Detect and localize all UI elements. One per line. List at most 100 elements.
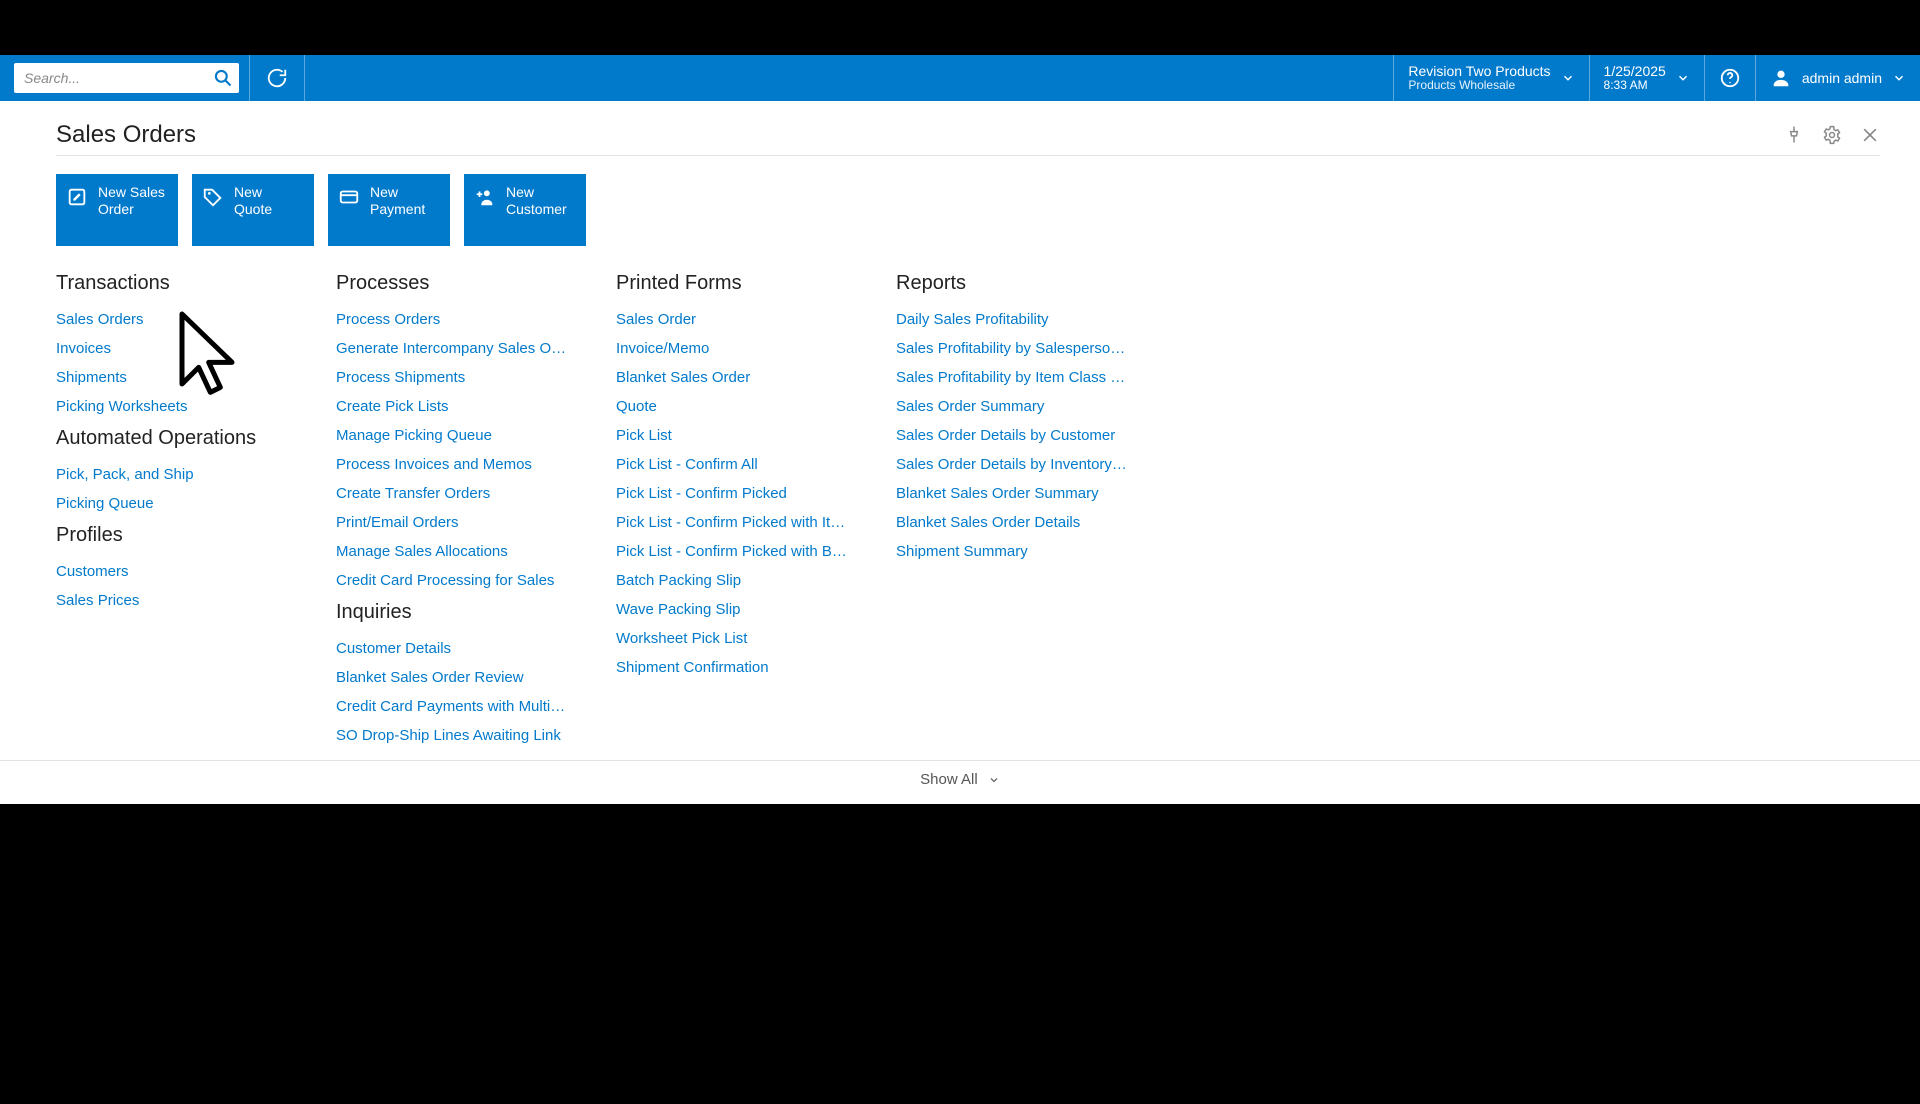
nav-link[interactable]: Sales Prices — [56, 586, 316, 615]
link-group: Process OrdersGenerate Intercompany Sale… — [336, 305, 596, 595]
nav-link[interactable]: Blanket Sales Order Review — [336, 663, 596, 692]
help-icon — [1719, 67, 1741, 89]
nav-link[interactable]: Sales Order Summary — [896, 392, 1156, 421]
user-menu[interactable]: admin admin — [1756, 55, 1920, 101]
nav-link[interactable]: Shipment Summary — [896, 537, 1156, 566]
nav-link[interactable]: Process Shipments — [336, 363, 596, 392]
help-button[interactable] — [1705, 55, 1755, 101]
nav-link[interactable]: Sales Order Details by Inventory… — [896, 450, 1156, 479]
nav-link[interactable]: Generate Intercompany Sales O… — [336, 334, 596, 363]
tile-label: New Payment — [370, 184, 425, 218]
group-heading: Inquiries — [336, 601, 596, 624]
time-label: 8:33 AM — [1604, 79, 1666, 93]
nav-link[interactable]: Process Invoices and Memos — [336, 450, 596, 479]
tile-label: New Sales Order — [98, 184, 165, 218]
nav-link[interactable]: Sales Profitability by Item Class … — [896, 363, 1156, 392]
close-icon[interactable] — [1860, 125, 1880, 145]
search-icon[interactable] — [213, 68, 233, 88]
nav-link[interactable]: Blanket Sales Order Summary — [896, 479, 1156, 508]
nav-link[interactable]: Pick List - Confirm Picked — [616, 479, 876, 508]
nav-link[interactable]: Invoices — [56, 334, 316, 363]
link-group: Sales OrdersInvoicesShipmentsPicking Wor… — [56, 305, 316, 421]
group-heading: Profiles — [56, 524, 316, 547]
nav-link[interactable]: Manage Sales Allocations — [336, 537, 596, 566]
nav-link[interactable]: Blanket Sales Order Details — [896, 508, 1156, 537]
nav-link[interactable]: Quote — [616, 392, 876, 421]
nav-link[interactable]: Sales Order Details by Customer — [896, 421, 1156, 450]
refresh-button[interactable] — [250, 55, 304, 101]
link-group: Customer DetailsBlanket Sales Order Revi… — [336, 634, 596, 750]
nav-link[interactable]: Pick List - Confirm All — [616, 450, 876, 479]
columns: TransactionsSales OrdersInvoicesShipment… — [56, 266, 1880, 750]
nav-link[interactable]: Sales Orders — [56, 305, 316, 334]
nav-link[interactable]: Invoice/Memo — [616, 334, 876, 363]
tile-card[interactable]: New Payment — [328, 174, 450, 246]
tenant-line2: Products Wholesale — [1408, 79, 1550, 93]
business-date-selector[interactable]: 1/25/2025 8:33 AM — [1590, 55, 1704, 101]
nav-link[interactable]: Customer Details — [336, 634, 596, 663]
link-group: Sales OrderInvoice/MemoBlanket Sales Ord… — [616, 305, 876, 682]
letterbox-bottom — [0, 804, 1920, 1104]
topbar: Revision Two Products Products Wholesale… — [0, 55, 1920, 101]
nav-link[interactable]: Manage Picking Queue — [336, 421, 596, 450]
page-actions — [1784, 125, 1880, 145]
group-heading: Reports — [896, 272, 1156, 295]
chevron-down-icon — [1676, 71, 1690, 85]
nav-link[interactable]: SO Drop-Ship Lines Awaiting Link — [336, 721, 596, 750]
tenant-selector[interactable]: Revision Two Products Products Wholesale — [1394, 55, 1588, 101]
topbar-spacer — [305, 55, 1393, 101]
chevron-down-icon — [988, 774, 1000, 786]
tile-user-plus[interactable]: New Customer — [464, 174, 586, 246]
search-input[interactable] — [14, 63, 239, 93]
pin-icon[interactable] — [1784, 125, 1804, 145]
nav-link[interactable]: Create Transfer Orders — [336, 479, 596, 508]
nav-link[interactable]: Picking Worksheets — [56, 392, 316, 421]
user-name: admin admin — [1802, 70, 1882, 86]
column-4: ReportsDaily Sales ProfitabilitySales Pr… — [896, 266, 1156, 750]
tag-icon — [202, 186, 224, 208]
nav-link[interactable]: Picking Queue — [56, 489, 316, 518]
column-2: ProcessesProcess OrdersGenerate Intercom… — [336, 266, 596, 750]
card-icon — [338, 186, 360, 208]
page: Sales Orders — [0, 101, 1920, 760]
nav-link[interactable]: Shipments — [56, 363, 316, 392]
app: Revision Two Products Products Wholesale… — [0, 55, 1920, 804]
nav-link[interactable]: Pick List — [616, 421, 876, 450]
show-all-button[interactable]: Show All — [0, 760, 1920, 804]
nav-link[interactable]: Batch Packing Slip — [616, 566, 876, 595]
nav-link[interactable]: Daily Sales Profitability — [896, 305, 1156, 334]
datetime-text: 1/25/2025 8:33 AM — [1604, 63, 1666, 93]
gear-icon[interactable] — [1822, 125, 1842, 145]
search-box — [14, 63, 239, 93]
nav-link[interactable]: Credit Card Processing for Sales — [336, 566, 596, 595]
date-label: 1/25/2025 — [1604, 63, 1666, 79]
letterbox-top — [0, 0, 1920, 55]
nav-link[interactable]: Create Pick Lists — [336, 392, 596, 421]
nav-link[interactable]: Shipment Confirmation — [616, 653, 876, 682]
nav-link[interactable]: Sales Order — [616, 305, 876, 334]
link-group: Daily Sales ProfitabilitySales Profitabi… — [896, 305, 1156, 566]
nav-link[interactable]: Process Orders — [336, 305, 596, 334]
tile-tag[interactable]: New Quote — [192, 174, 314, 246]
column-1: Transactions Sales OrdersInvoicesShipment… — [56, 266, 316, 750]
link-group: CustomersSales Prices — [56, 557, 316, 615]
nav-link[interactable]: Pick List - Confirm Picked with B… — [616, 537, 876, 566]
tile-edit[interactable]: New Sales Order — [56, 174, 178, 246]
chevron-down-icon — [1892, 71, 1906, 85]
nav-link[interactable]: Pick List - Confirm Picked with It… — [616, 508, 876, 537]
nav-link[interactable]: Wave Packing Slip — [616, 595, 876, 624]
edit-icon — [66, 186, 88, 208]
tenant-text: Revision Two Products Products Wholesale — [1408, 63, 1550, 93]
nav-link[interactable]: Worksheet Pick List — [616, 624, 876, 653]
nav-link[interactable]: Blanket Sales Order — [616, 363, 876, 392]
nav-link[interactable]: Sales Profitability by Salesperso… — [896, 334, 1156, 363]
tile-label: New Quote — [234, 184, 272, 218]
group-heading: Transactions — [56, 272, 316, 295]
search-wrap — [0, 55, 249, 101]
nav-link[interactable]: Customers — [56, 557, 316, 586]
nav-link[interactable]: Credit Card Payments with Multi… — [336, 692, 596, 721]
nav-link[interactable]: Print/Email Orders — [336, 508, 596, 537]
column-3: Printed FormsSales OrderInvoice/MemoBlan… — [616, 266, 876, 750]
nav-link[interactable]: Pick, Pack, and Ship — [56, 460, 316, 489]
chevron-down-icon — [1561, 71, 1575, 85]
